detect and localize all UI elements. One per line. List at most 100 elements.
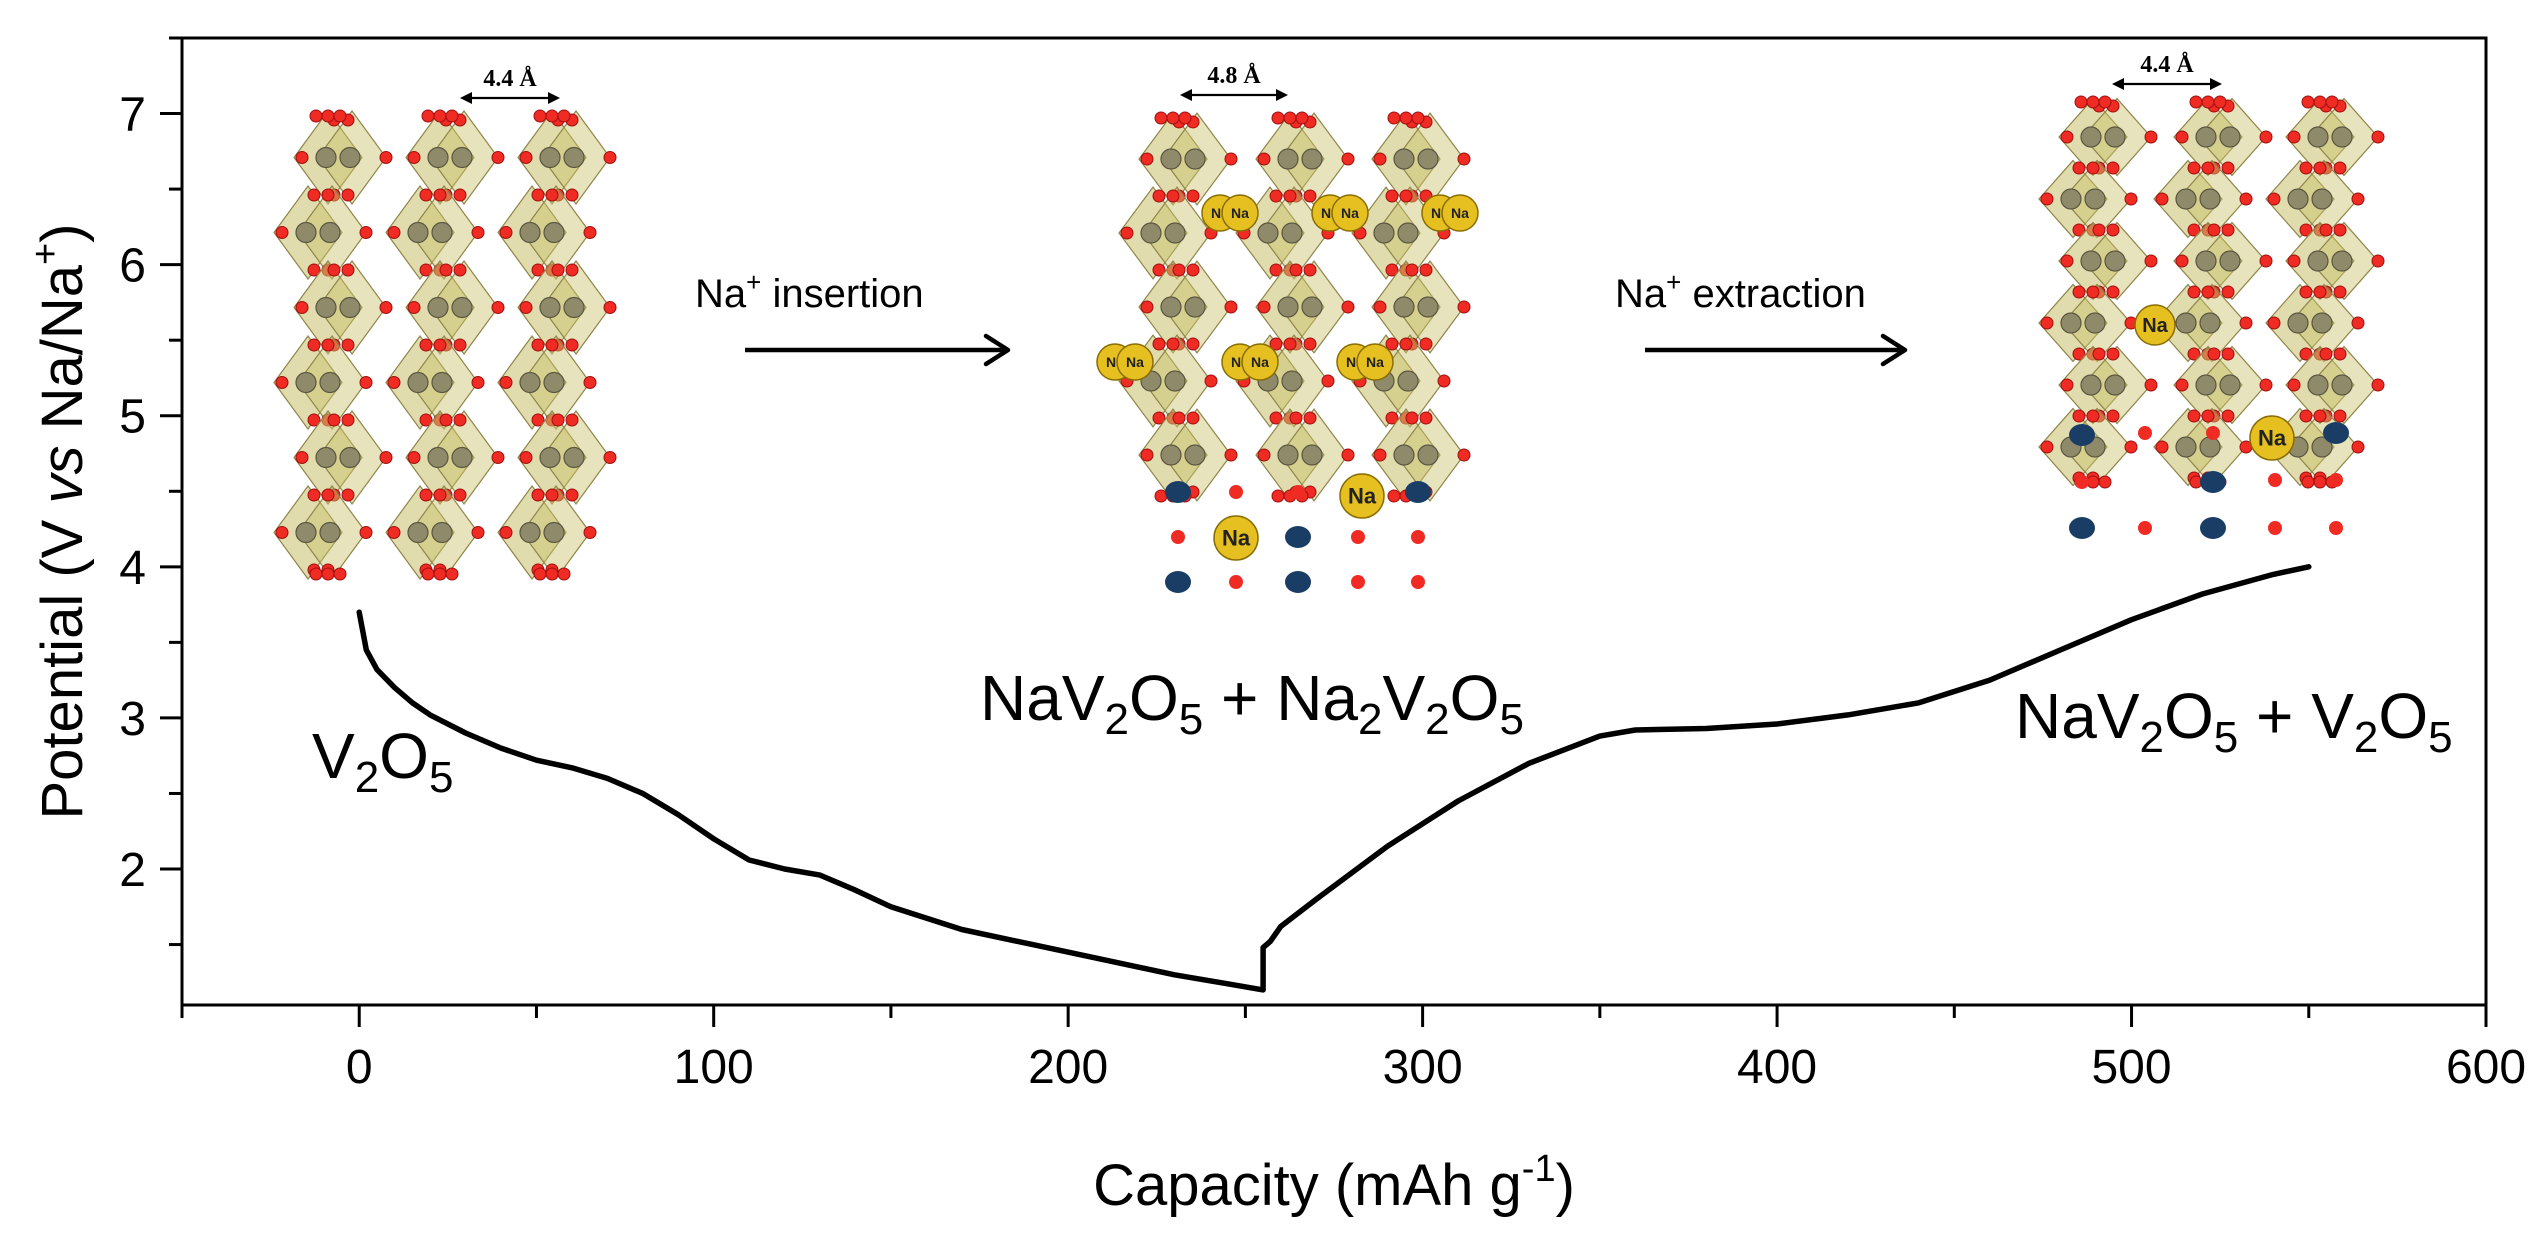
oxygen-atom bbox=[2333, 223, 2347, 237]
arrow-head bbox=[983, 333, 1011, 367]
oxygen-atom bbox=[533, 567, 547, 581]
x-axis-title-sup: -1 bbox=[1522, 1148, 1556, 1190]
vanadium-atom bbox=[1257, 222, 1279, 244]
vanadium-site bbox=[2200, 471, 2226, 493]
vanadium-atom bbox=[2307, 374, 2329, 396]
oxygen-atom bbox=[2301, 475, 2315, 489]
oxygen-atom bbox=[583, 376, 597, 389]
x-tick-label: 500 bbox=[2091, 1041, 2171, 1094]
phase-label-nav2o5-na2v2o5: NaV2O5 + Na2V2O5 bbox=[980, 662, 1524, 744]
oxygen-atom bbox=[2124, 440, 2138, 454]
oxygen-atom bbox=[275, 226, 289, 239]
oxygen-atom bbox=[1399, 189, 1413, 203]
vanadium-atom bbox=[1184, 444, 1206, 466]
oxygen-atom bbox=[583, 226, 597, 239]
oxygen-atom bbox=[565, 488, 579, 502]
oxygen-atom bbox=[2175, 254, 2189, 268]
oxygen-atom bbox=[1271, 489, 1285, 503]
oxygen-atom bbox=[565, 263, 579, 277]
oxygen-atom bbox=[2221, 347, 2235, 361]
oxygen-atom bbox=[1186, 337, 1200, 351]
oxygen-atom bbox=[1172, 411, 1186, 425]
arrow-na-insertion: Na+ insertion bbox=[695, 267, 1011, 367]
vanadium-atom bbox=[2219, 374, 2241, 396]
oxygen-atom bbox=[1172, 263, 1186, 277]
oxygen-atom bbox=[545, 567, 559, 581]
vanadium-atom bbox=[2175, 436, 2197, 458]
vanadium-atom bbox=[2195, 374, 2217, 396]
phase-label-v2o5: V2O5 bbox=[312, 720, 453, 802]
sodium-atom: Na bbox=[1441, 194, 1479, 232]
vanadium-atom bbox=[2080, 250, 2102, 272]
oxygen-atom bbox=[453, 488, 467, 502]
oxygen-atom bbox=[1283, 111, 1297, 125]
vanadium-atom bbox=[2060, 188, 2082, 210]
sodium-label: Na bbox=[1126, 354, 1144, 370]
oxygen-atom bbox=[2201, 161, 2215, 175]
oxygen-atom bbox=[2207, 223, 2221, 237]
vanadium-atom bbox=[295, 521, 317, 544]
oxygen-atom bbox=[419, 488, 433, 502]
oxygen-atom bbox=[2201, 285, 2215, 299]
vanadium-atom bbox=[2104, 374, 2126, 396]
x-tick-label: 300 bbox=[1383, 1041, 1463, 1094]
oxygen-atom bbox=[1411, 111, 1425, 125]
oxygen-atom bbox=[379, 151, 393, 164]
sodium-atom: Na bbox=[1241, 343, 1279, 381]
sodium-label: Na bbox=[1222, 526, 1251, 551]
oxygen-atom bbox=[327, 413, 341, 427]
oxygen-atom bbox=[2072, 347, 2086, 361]
vanadium-atom bbox=[2080, 374, 2102, 396]
vanadium-atom bbox=[2311, 312, 2333, 334]
oxygen-atom bbox=[2106, 223, 2120, 237]
sodium-label: Na bbox=[1366, 354, 1384, 370]
oxygen-atom bbox=[1373, 152, 1387, 166]
oxygen-atom bbox=[421, 567, 435, 581]
oxygen-atom bbox=[1140, 152, 1154, 166]
oxygen-atom bbox=[1269, 189, 1283, 203]
vanadium-atom bbox=[1184, 296, 1206, 318]
vanadium-atom bbox=[431, 221, 453, 244]
oxygen-atom bbox=[531, 263, 545, 277]
oxygen-atom bbox=[2106, 409, 2120, 423]
oxygen-atom bbox=[2072, 223, 2086, 237]
oxygen-atom bbox=[307, 488, 321, 502]
oxygen-atom bbox=[1257, 300, 1271, 314]
vanadium-atom bbox=[451, 446, 473, 469]
oxygen-atom bbox=[2187, 347, 2201, 361]
oxygen-atom bbox=[333, 567, 347, 581]
phase-label-nav2o5-v2o5: NaV2O5 + V2O5 bbox=[2015, 680, 2453, 762]
oxygen-atom bbox=[1303, 263, 1317, 277]
oxygen-atom bbox=[491, 151, 505, 164]
oxygen-atom bbox=[1457, 300, 1471, 314]
vanadium-atom bbox=[1417, 444, 1439, 466]
vanadium-atom bbox=[519, 221, 541, 244]
oxygen-atom bbox=[565, 338, 579, 352]
vanadium-atom bbox=[339, 296, 361, 319]
vanadium-atom bbox=[319, 521, 341, 544]
oxygen-atom bbox=[1152, 337, 1166, 351]
oxygen-atom bbox=[2106, 285, 2120, 299]
oxygen-atom bbox=[1289, 263, 1303, 277]
oxygen-atom bbox=[2187, 223, 2201, 237]
oxygen-atom bbox=[2333, 409, 2347, 423]
vanadium-atom bbox=[563, 446, 585, 469]
oxygen-atom bbox=[2267, 316, 2281, 330]
oxygen-atom bbox=[1457, 152, 1471, 166]
vanadium-atom bbox=[1277, 148, 1299, 170]
x-tick-label: 100 bbox=[674, 1041, 754, 1094]
oxygen-atom bbox=[531, 488, 545, 502]
vanadium-atom bbox=[315, 146, 337, 169]
oxygen-atom bbox=[421, 109, 435, 123]
vanadium-atom bbox=[2307, 250, 2329, 272]
oxygen-atom bbox=[2267, 192, 2281, 206]
interlayer-spacing-label: 4.8 Å bbox=[1207, 63, 1261, 89]
vanadium-atom bbox=[295, 371, 317, 394]
oxygen-atom bbox=[2175, 130, 2189, 144]
vanadium-atom bbox=[543, 371, 565, 394]
vanadium-atom bbox=[1417, 296, 1439, 318]
plot-frame bbox=[180, 36, 2488, 1007]
oxygen-atom bbox=[557, 567, 571, 581]
oxygen-atom bbox=[1224, 448, 1238, 462]
oxygen-atom bbox=[2155, 440, 2169, 454]
